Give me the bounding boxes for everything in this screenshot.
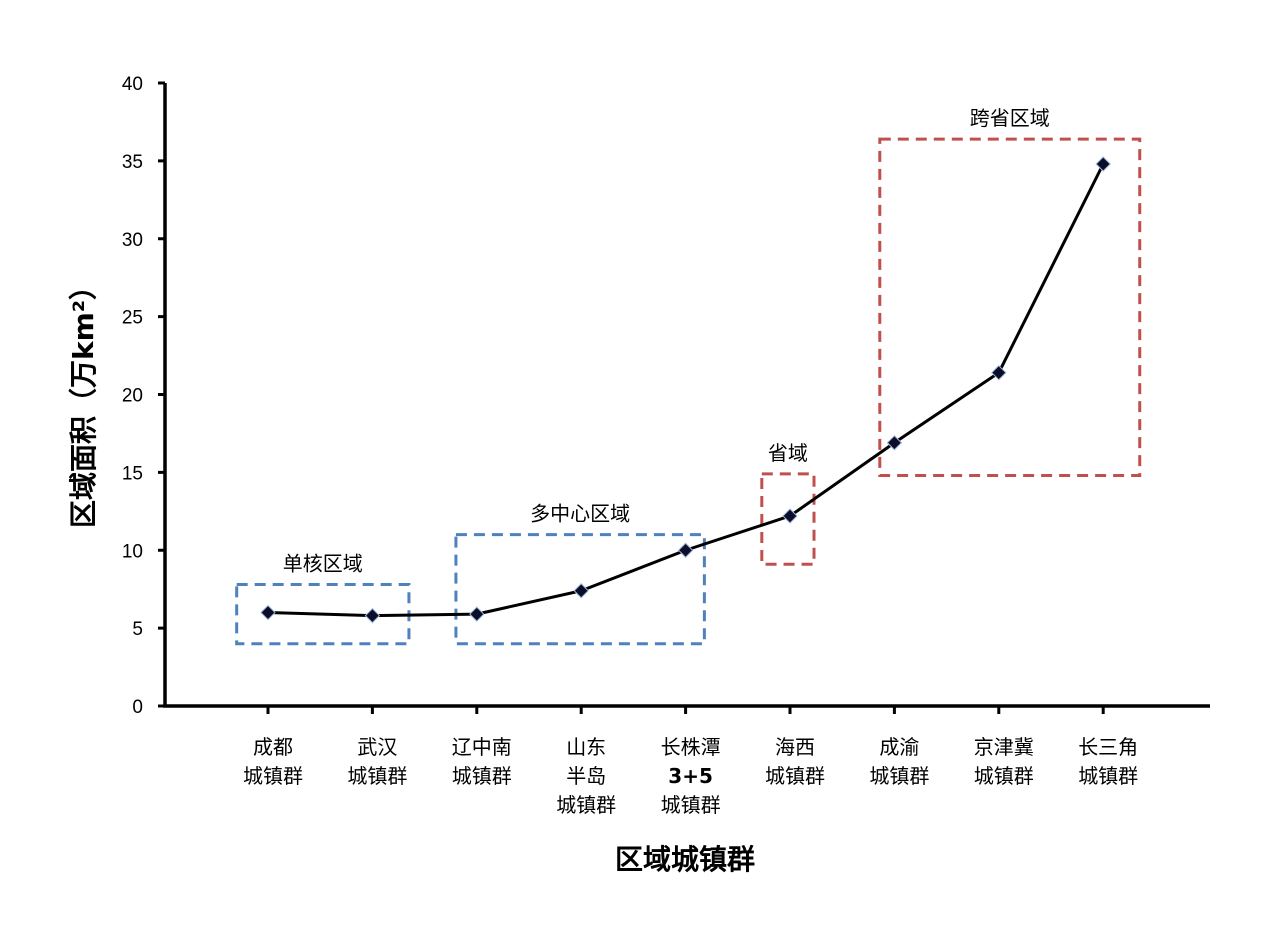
annotation-label: 单核区域 <box>283 552 363 576</box>
y-tick-label: 30 <box>122 230 143 251</box>
x-tick-label: 辽中南城镇群 <box>452 735 512 788</box>
x-tick-label: 成都城镇群 <box>243 735 303 788</box>
x-tick-label: 京津冀城镇群 <box>974 735 1034 788</box>
annotation-label: 省域 <box>768 441 808 465</box>
annotation-label: 跨省区域 <box>970 106 1050 130</box>
data-point <box>677 542 694 558</box>
x-axis-title: 区域城镇群 <box>615 843 755 876</box>
series <box>260 156 1111 624</box>
annotation-boxes: 单核区域 多中心区域 省域 跨省区域 <box>235 106 1142 646</box>
x-tick-label: 海西城镇群 <box>765 735 825 788</box>
y-tick-label: 25 <box>122 308 143 329</box>
x-tick-label: 成渝城镇群 <box>869 735 929 788</box>
data-point <box>573 583 589 599</box>
data-point <box>991 364 1007 381</box>
y-tick-label: 35 <box>122 152 143 173</box>
x-tick-label: 长三角城镇群 <box>1078 735 1138 788</box>
y-tick-label: 5 <box>132 619 143 640</box>
data-point <box>886 435 903 451</box>
data-point <box>364 607 381 624</box>
x-tick-label: 长株潭 3+5 城镇群 <box>661 735 721 817</box>
x-tick-label: 山东半岛城镇群 <box>556 735 616 817</box>
data-point <box>1095 156 1111 172</box>
y-axis-title: 区域面积（万km²） <box>67 272 100 528</box>
data-point <box>469 606 485 622</box>
data-point <box>782 508 798 524</box>
y-tick-label: 10 <box>122 541 143 562</box>
y-tick-label: 20 <box>122 386 143 407</box>
y-tick-label: 40 <box>122 74 143 95</box>
y-axis: 0 5 10 15 20 25 30 35 40 <box>122 74 167 718</box>
annotation-box <box>878 137 1142 477</box>
y-tick-label: 15 <box>122 463 143 484</box>
annotation-box <box>760 472 816 566</box>
y-tick-label: 0 <box>132 697 143 718</box>
annotation-label: 多中心区域 <box>530 502 630 526</box>
data-point <box>260 604 276 621</box>
x-tick-label: 武汉城镇群 <box>347 735 407 788</box>
